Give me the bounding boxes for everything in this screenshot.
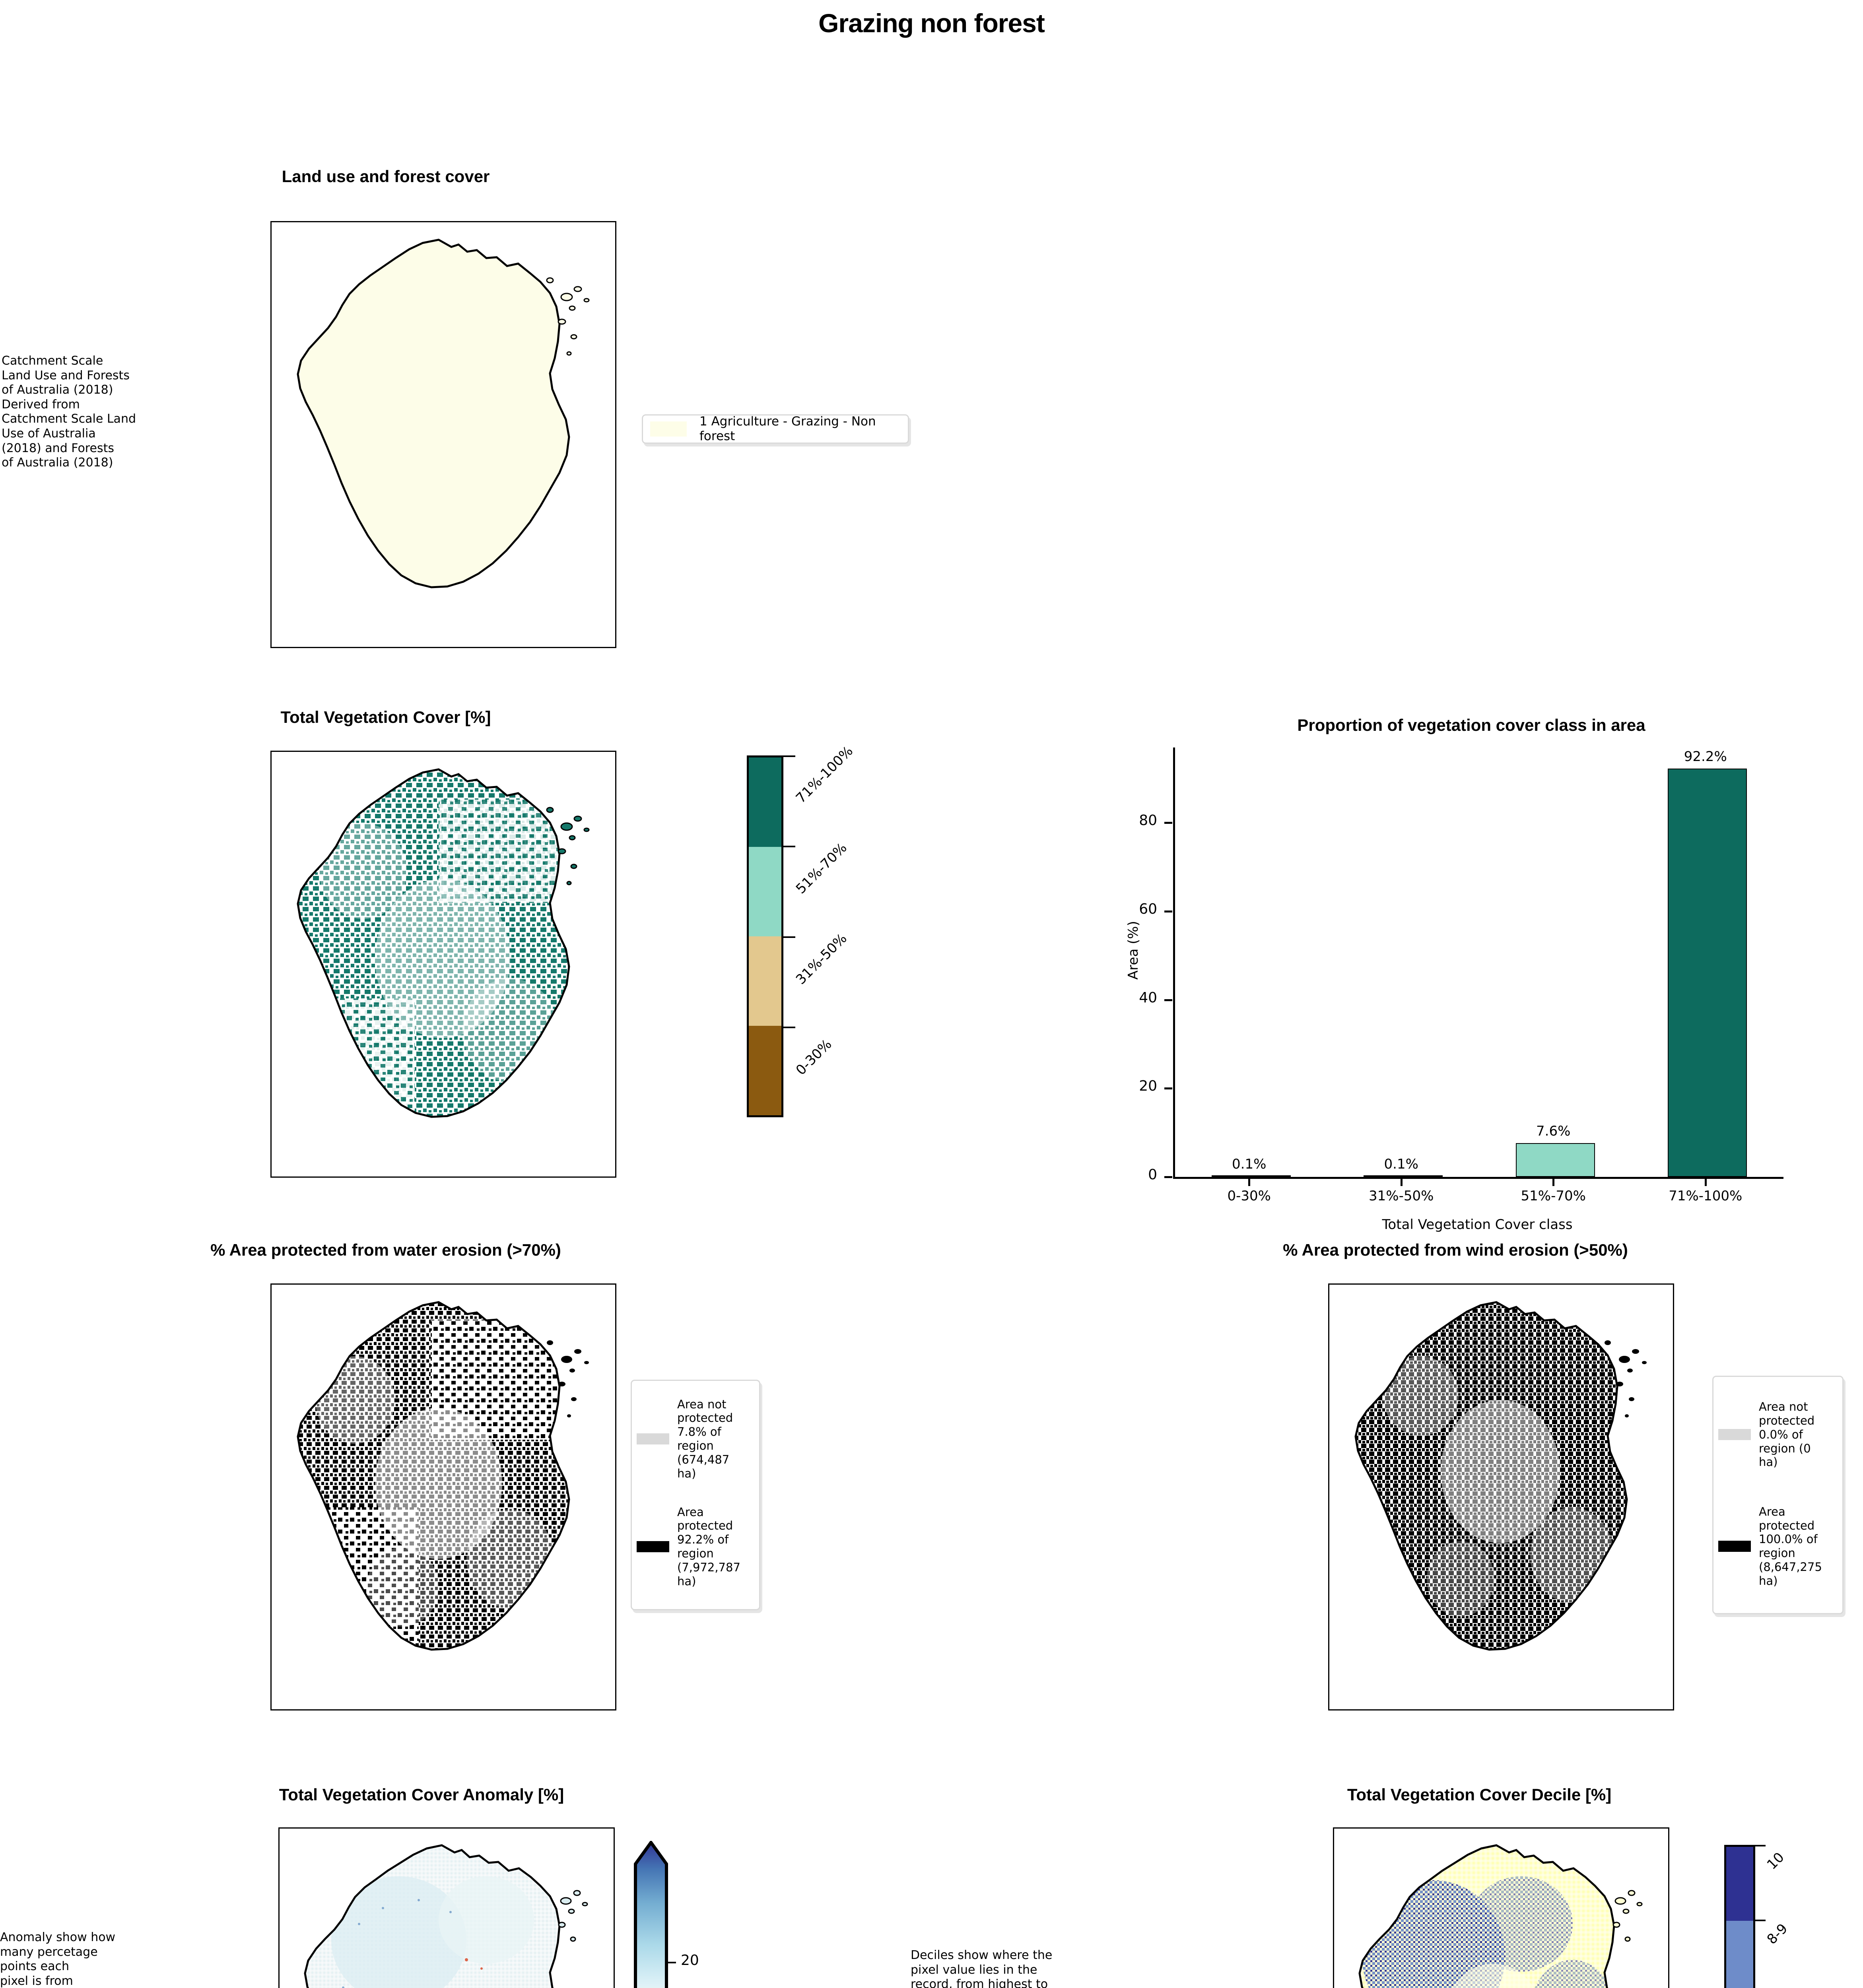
landuse-legend-label: 1 Agriculture - Grazing - Non forest — [699, 414, 876, 443]
decile-cbar-label-8-9: 8-9 — [1764, 1920, 1791, 1948]
bar-value-label-51%-70%: 7.6% — [1536, 1123, 1571, 1140]
landuse-legend-swatch — [650, 421, 687, 437]
bar-71%-100%[interactable] — [1668, 769, 1747, 1177]
x-tick-label-31%-50%: 31%-50% — [1369, 1188, 1434, 1204]
x-tick-label-51%-70%: 51%-70% — [1521, 1188, 1586, 1204]
vegcover-cbar-tick-3 — [783, 846, 795, 847]
y-tick-60 — [1164, 910, 1172, 912]
wind-erosion-legend: Area not protected 0.0% of region (0 ha)… — [1712, 1376, 1844, 1614]
wind-erosion-map[interactable] — [1328, 1283, 1674, 1710]
vegcover-cbar-seg-0-30 — [749, 1026, 781, 1115]
landuse-source-note: Catchment Scale Land Use and Forests of … — [2, 354, 136, 470]
decile-cbar-seg-10 — [1726, 1847, 1753, 1921]
barchart-plot-area — [1173, 747, 1783, 1179]
y-tick-40 — [1164, 999, 1172, 1001]
barchart-bars — [1175, 747, 1783, 1177]
bar-value-label-71%-100%: 92.2% — [1684, 749, 1727, 765]
vegcover-cbar-tick-1 — [783, 1027, 795, 1028]
decile-colorbar — [1724, 1845, 1755, 1988]
water-legend-label-protected: Area protected 92.2% of region (7,972,78… — [677, 1505, 740, 1588]
barchart-xlabel: Total Vegetation Cover class — [1382, 1217, 1573, 1233]
landuse-legend: 1 Agriculture - Grazing - Non forest — [642, 414, 909, 444]
landuse-map-polygon — [297, 239, 590, 588]
y-tick-label-60: 60 — [1139, 901, 1157, 917]
decile-cbar-label-10: 10 — [1764, 1849, 1787, 1873]
water-legend-label-not-protected: Area not protected 7.8% of region (674,4… — [677, 1397, 733, 1480]
y-tick-label-0: 0 — [1148, 1167, 1157, 1183]
vegcover-cbar-seg-71-100 — [749, 757, 781, 847]
vegcover-cbar-seg-31-50 — [749, 936, 781, 1026]
wind-legend-swatch-not-protected — [1718, 1429, 1751, 1441]
water-erosion-map-raster — [297, 1301, 589, 1651]
vegcover-cbar-label-31-50: 31%-50% — [793, 930, 850, 988]
vegcover-cbar-label-0-30: 0-30% — [793, 1036, 835, 1079]
wind-legend-label-protected: Area protected 100.0% of region (8,647,2… — [1759, 1505, 1822, 1588]
x-tick-71%-100% — [1704, 1179, 1707, 1186]
water-erosion-legend: Area not protected 7.8% of region (674,4… — [631, 1380, 760, 1610]
anomaly-cbar-tick-20 — [665, 1962, 676, 1963]
x-tick-label-0-30%: 0-30% — [1227, 1188, 1271, 1204]
decile-explanation-note: Deciles show where the pixel value lies … — [911, 1948, 1053, 1988]
landuse-panel-title: Land use and forest cover — [282, 167, 490, 186]
anomaly-map[interactable] — [278, 1827, 615, 1988]
vegcover-cbar-tick-2 — [783, 936, 795, 938]
x-tick-label-71%-100%: 71%-100% — [1669, 1188, 1743, 1204]
y-tick-label-20: 20 — [1139, 1078, 1157, 1095]
barchart-title: Proportion of vegetation cover class in … — [1297, 716, 1645, 734]
vegcover-cbar-tick-top — [783, 755, 795, 757]
water-erosion-panel-title: % Area protected from water erosion (>70… — [210, 1241, 561, 1259]
vegcover-colorbar — [747, 755, 783, 1117]
y-tick-label-80: 80 — [1139, 812, 1157, 829]
x-tick-31%-50% — [1400, 1179, 1403, 1186]
vegcover-cbar-label-51-70: 51%-70% — [793, 840, 850, 897]
barchart-ylabel: Area (%) — [1125, 921, 1141, 980]
decile-cbar-tick-8-9 — [1754, 1920, 1766, 1921]
y-tick-80 — [1164, 822, 1172, 824]
bar-31%-50%[interactable] — [1364, 1175, 1443, 1177]
water-legend-swatch-not-protected — [637, 1433, 669, 1445]
wind-erosion-panel-title: % Area protected from wind erosion (>50%… — [1283, 1241, 1628, 1259]
decile-map-raster — [1358, 1844, 1643, 1988]
x-tick-0-30% — [1248, 1179, 1251, 1186]
y-tick-0 — [1164, 1176, 1172, 1178]
water-erosion-map[interactable] — [270, 1283, 616, 1710]
x-tick-51%-70% — [1552, 1179, 1555, 1186]
bar-0-30%[interactable] — [1211, 1175, 1291, 1177]
decile-cbar-seg-8-9 — [1726, 1921, 1753, 1988]
wind-erosion-map-raster — [1354, 1301, 1647, 1651]
page-title: Grazing non forest — [818, 8, 1045, 38]
bar-51%-70%[interactable] — [1515, 1143, 1595, 1177]
landuse-map[interactable] — [270, 221, 616, 648]
anomaly-explanation-note: Anomaly show how many percetage points e… — [0, 1930, 116, 1988]
anomaly-colorbar — [634, 1841, 668, 1988]
y-tick-20 — [1164, 1087, 1172, 1090]
vegcover-map-raster — [297, 768, 590, 1118]
vegcover-panel-title: Total Vegetation Cover [%] — [280, 708, 491, 726]
bar-value-label-31%-50%: 0.1% — [1384, 1156, 1418, 1172]
anomaly-cbar-label-20: 20 — [681, 1952, 699, 1969]
water-legend-swatch-protected — [637, 1541, 669, 1553]
bar-value-label-0-30%: 0.1% — [1232, 1156, 1267, 1172]
decile-panel-title: Total Vegetation Cover Decile [%] — [1347, 1785, 1612, 1804]
vegcover-cbar-seg-51-70 — [749, 847, 781, 936]
decile-cbar-tick-10 — [1754, 1845, 1766, 1846]
y-tick-label-40: 40 — [1139, 989, 1157, 1006]
vegcover-map[interactable] — [270, 751, 616, 1178]
decile-map[interactable] — [1333, 1827, 1669, 1988]
wind-legend-label-not-protected: Area not protected 0.0% of region (0 ha) — [1759, 1400, 1815, 1469]
anomaly-map-raster — [304, 1844, 588, 1988]
wind-legend-swatch-protected — [1718, 1541, 1751, 1552]
anomaly-panel-title: Total Vegetation Cover Anomaly [%] — [279, 1785, 564, 1804]
vegcover-cbar-label-71-100: 71%-100% — [793, 743, 856, 807]
